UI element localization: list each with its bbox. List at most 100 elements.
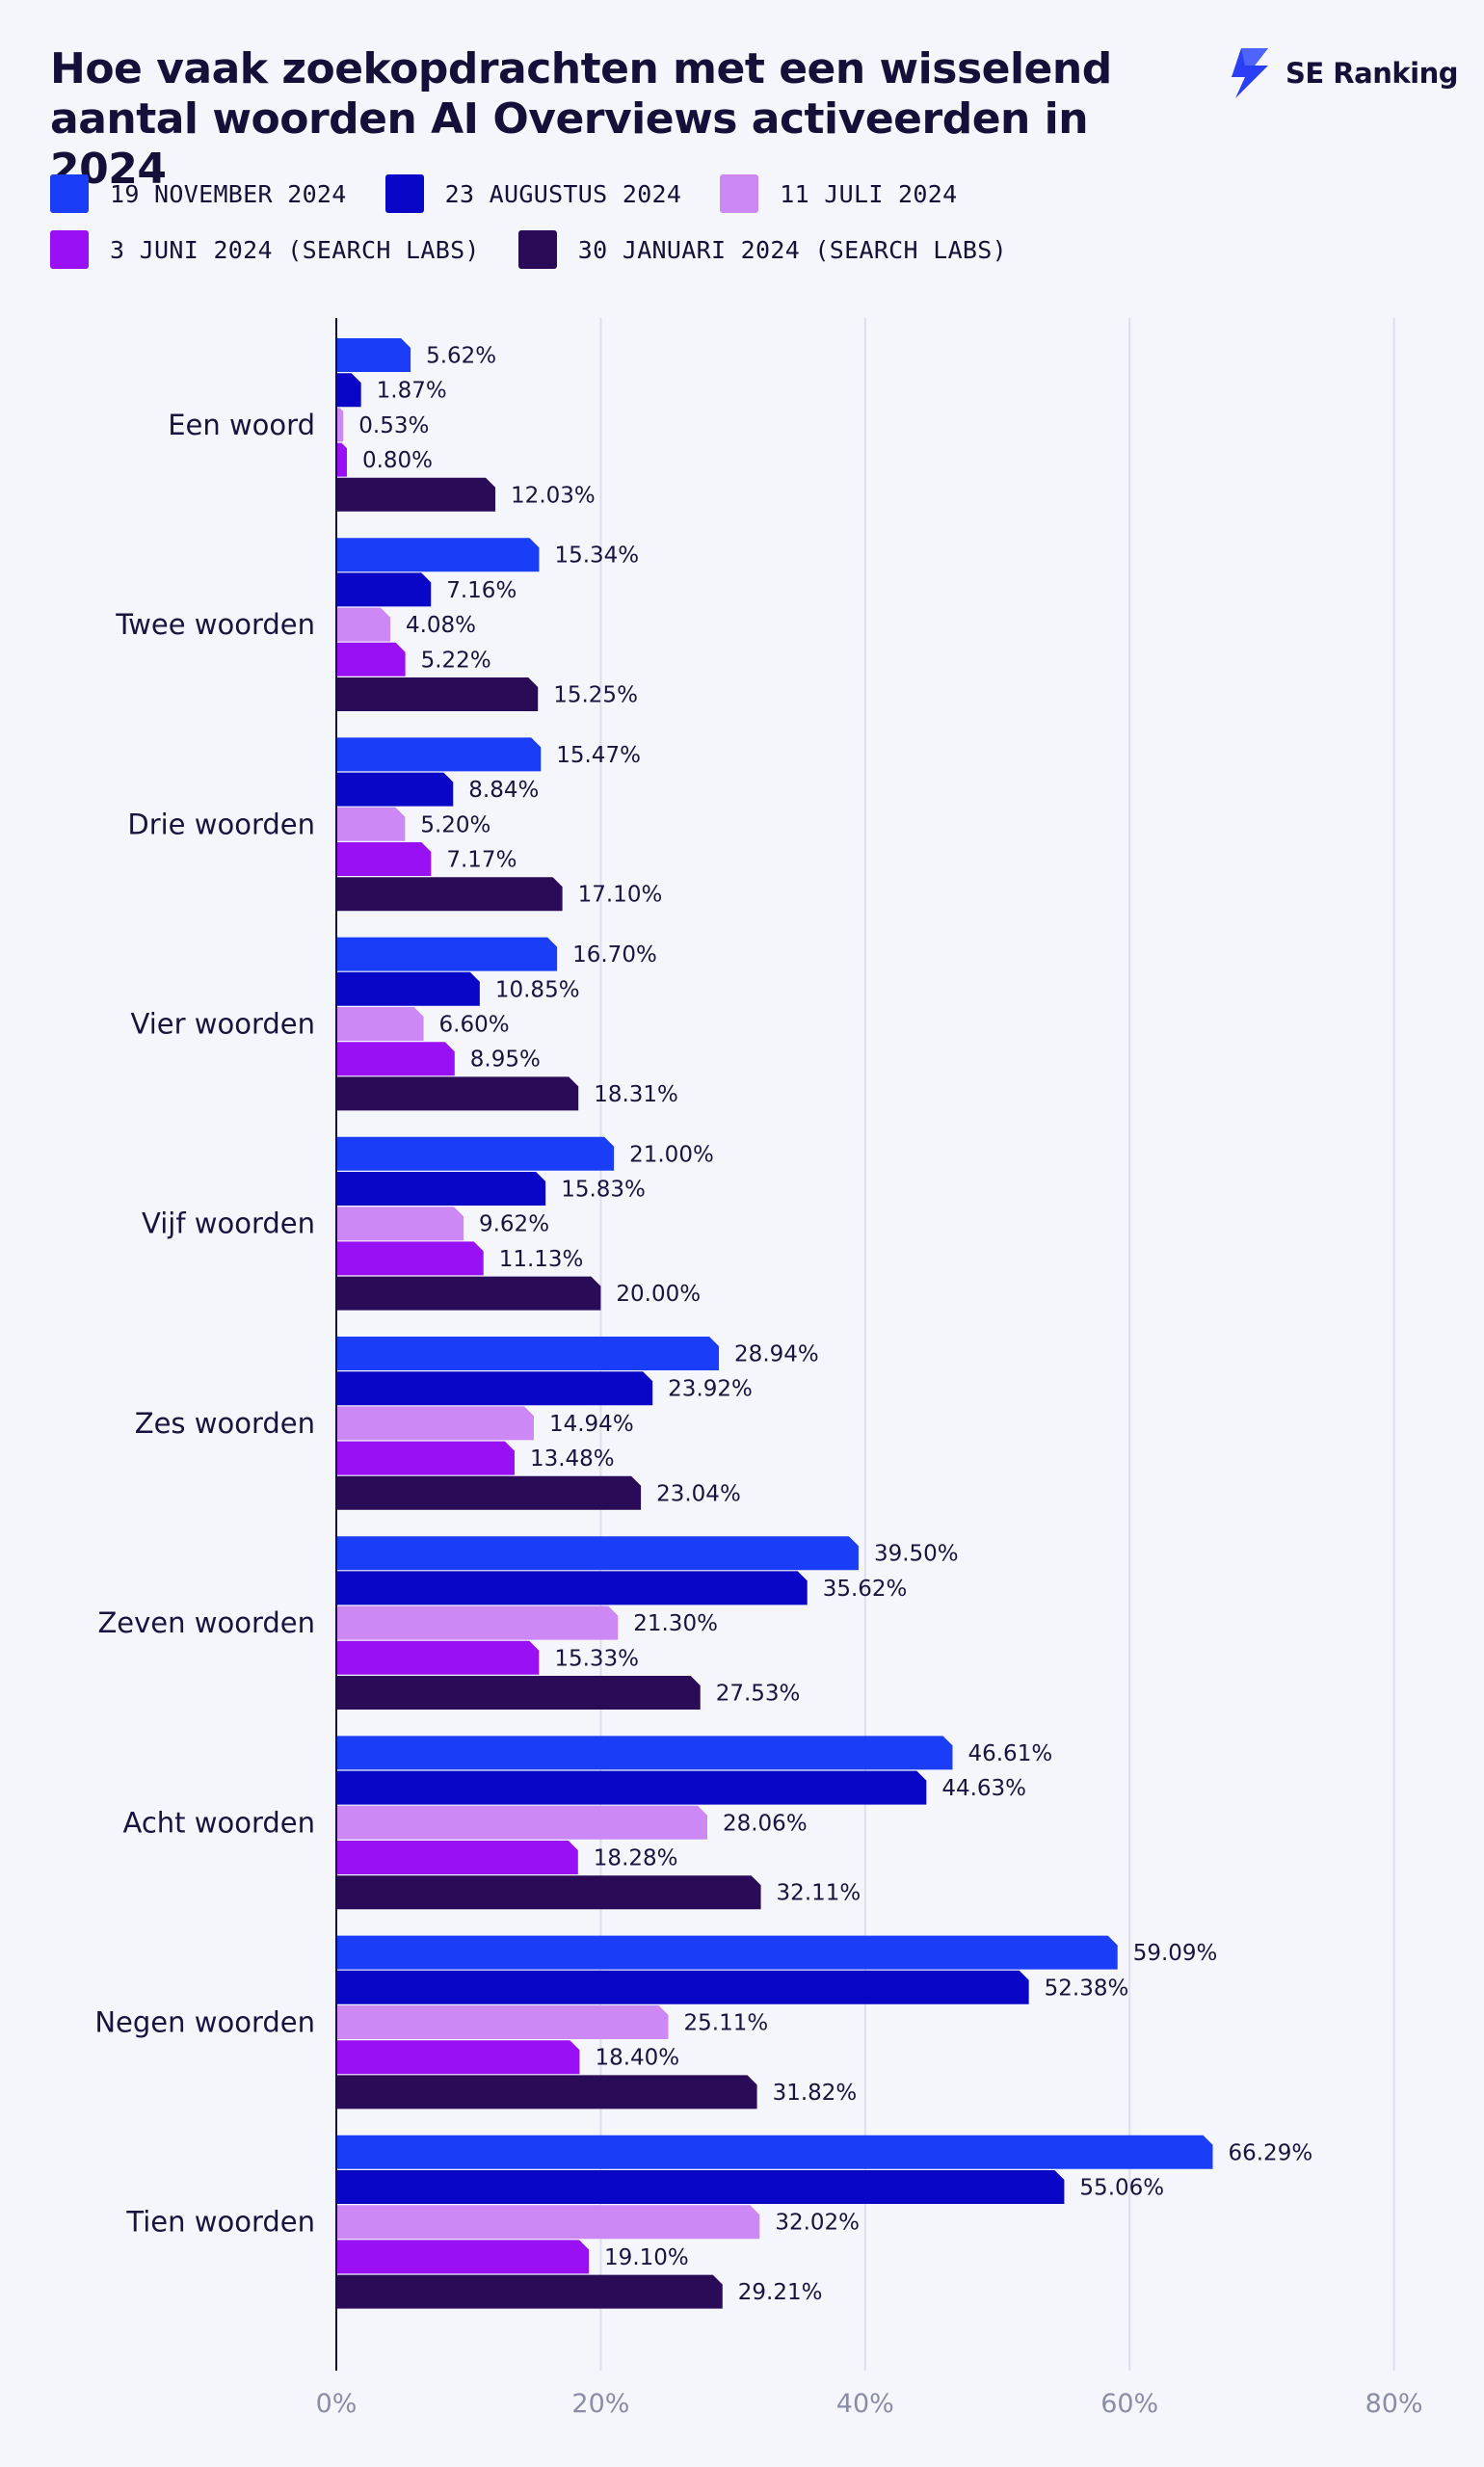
category-label: Zeven woorden [97,1606,315,1639]
data-label: 7.16% [446,578,517,603]
data-label: 5.62% [426,344,496,369]
bar [336,2040,580,2075]
bar [336,807,406,841]
data-label: 23.04% [656,1481,741,1506]
legend-item: 11 JULI 2024 [720,173,957,214]
x-tick-label: 20% [571,2389,629,2419]
legend-swatch [50,174,89,213]
brand: SE Ranking [1226,46,1458,100]
legend-swatch [384,174,424,213]
bar [336,1241,484,1276]
category-label: Twee woorden [115,608,315,641]
category-label: Tien woorden [125,2206,315,2239]
bar [336,737,542,772]
data-label: 6.60% [439,1013,510,1038]
bar [336,373,361,408]
data-label: 9.62% [479,1212,549,1237]
data-label: 10.85% [495,977,580,1002]
bar [336,538,540,572]
data-label: 14.94% [549,1412,634,1437]
data-label: 11.13% [499,1247,584,1272]
bar [336,1605,619,1640]
bar [336,1207,464,1241]
data-label: 0.53% [358,413,429,438]
bar [336,1640,540,1675]
data-label: 28.94% [734,1342,819,1367]
data-label: 27.53% [716,1682,801,1707]
bar [336,1770,927,1805]
bar [336,877,563,912]
legend: 19 NOVEMBER 2024 23 AUGUSTUS 2024 11 JULI … [50,173,1438,270]
data-label: 1.87% [377,379,447,404]
bar [336,607,390,642]
bar [336,1337,720,1370]
legend-label: 23 AUGUSTUS 2024 [444,179,682,208]
data-label: 35.62% [823,1577,908,1602]
category-label: Vijf woorden [142,1207,315,1240]
x-tick-label: 60% [1100,2389,1158,2419]
data-label: 32.11% [777,1881,861,1906]
data-label: 20.00% [616,1282,701,1307]
bar [336,338,411,372]
data-label: 21.00% [629,1142,714,1167]
data-label: 31.82% [773,2081,858,2106]
data-label: 18.40% [595,2046,679,2071]
bar [336,1007,424,1041]
legend-swatch [720,174,759,213]
bar [336,2135,1213,2169]
data-label: 15.25% [553,683,638,708]
data-label: 8.84% [468,778,539,803]
bar [336,772,454,807]
bar [336,1076,579,1111]
category-label: Drie woorden [127,808,315,840]
bar [336,2205,760,2240]
bar [336,1736,953,1770]
bar [336,1475,642,1510]
legend-item: 19 NOVEMBER 2024 [50,173,347,214]
bar [336,971,480,1006]
legend-swatch [517,230,557,269]
bar [336,1841,578,1874]
bar [336,2240,590,2274]
bar [336,2170,1065,2204]
data-label: 25.11% [684,2011,769,2036]
chart-title: Hoe vaak zoekopdrachten met een wisselen… [50,44,1112,194]
data-label: 19.10% [604,2245,689,2270]
category-label: Vier woorden [131,1008,316,1041]
data-label: 18.28% [594,1846,678,1871]
bar [336,642,406,676]
bar [336,477,496,512]
data-label: 15.34% [554,544,639,569]
legend-item: 23 AUGUSTUS 2024 [384,173,682,214]
bar [336,408,344,442]
bar [336,1935,1118,1970]
bar [336,1441,515,1475]
bar [336,1571,808,1605]
data-label: 46.61% [967,1741,1052,1766]
bar [336,677,539,711]
data-label: 0.80% [362,448,433,473]
data-label: 15.83% [561,1178,646,1203]
data-label: 13.48% [530,1446,615,1472]
data-label: 29.21% [738,2280,823,2305]
data-label: 52.38% [1045,1976,1129,2001]
se-ranking-logo-icon [1232,48,1268,98]
bar [336,2005,669,2039]
data-label: 28.06% [723,1811,808,1836]
legend-swatch [50,230,89,269]
bar [336,1172,546,1206]
legend-label: 3 JUNI 2024 (SEARCH LABS) [110,235,480,264]
legend-item: 30 JANUARI 2024 (SEARCH LABS) [517,229,1007,270]
bar [336,1371,653,1406]
bar [336,842,432,876]
data-label: 12.03% [511,483,596,508]
category-label: Een woord [168,409,315,441]
data-label: 8.95% [470,1048,541,1073]
bar [336,572,432,607]
bar [336,1676,701,1710]
bar [336,937,558,971]
category-label: Negen woorden [94,2006,315,2039]
data-label: 21.30% [633,1611,718,1636]
bar [336,1406,534,1441]
data-label: 39.50% [874,1542,959,1567]
